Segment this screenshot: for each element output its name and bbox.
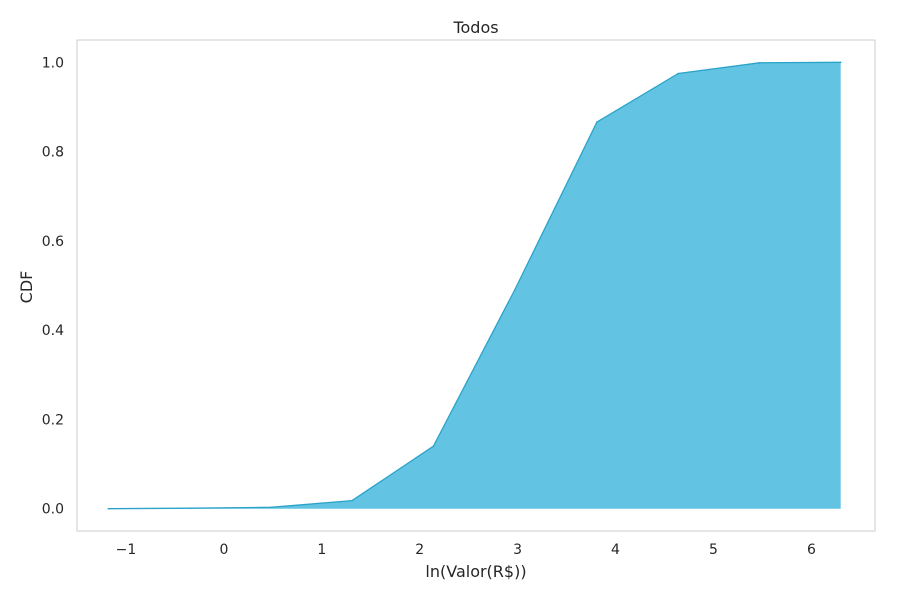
x-tick-labels: −1 0 1 2 3 4 5 6 (116, 542, 816, 558)
x-tick-label: 1 (317, 542, 326, 558)
cdf-area-fill (108, 62, 841, 509)
x-tick-label: 6 (807, 542, 816, 558)
x-tick-label: 5 (709, 542, 718, 558)
x-tick-label: 2 (415, 542, 424, 558)
cdf-point-0 (107, 507, 110, 510)
y-tick-label: 0.0 (42, 502, 64, 518)
y-tick-label: 0.2 (42, 412, 64, 428)
area-layer (107, 61, 842, 510)
cdf-point-1 (189, 507, 192, 510)
x-tick-label: −1 (116, 542, 137, 558)
y-tick-labels: 0.0 0.2 0.4 0.6 0.8 1.0 (42, 55, 64, 517)
x-tick-label: 3 (513, 542, 522, 558)
cdf-point-9 (839, 61, 842, 64)
cdf-point-6 (596, 121, 598, 123)
cdf-point-5 (513, 289, 516, 291)
chart-title: Todos (452, 18, 498, 37)
y-tick-label: 0.6 (42, 234, 64, 250)
cdf-point-2 (270, 506, 272, 509)
cdf-point-7 (677, 72, 679, 75)
cdf-point-8 (758, 62, 761, 64)
x-tick-label: 4 (611, 542, 620, 558)
cdf-line (108, 61, 841, 510)
y-tick-label: 0.4 (42, 323, 64, 339)
y-axis-title: CDF (17, 271, 36, 304)
cdf-point-3 (351, 499, 353, 502)
y-tick-label: 0.8 (42, 145, 64, 161)
y-tick-label: 1.0 (42, 55, 64, 71)
cdf-point-4 (432, 445, 435, 448)
x-tick-label: 0 (219, 542, 228, 558)
x-axis-title: ln(Valor(R$)) (425, 562, 526, 581)
